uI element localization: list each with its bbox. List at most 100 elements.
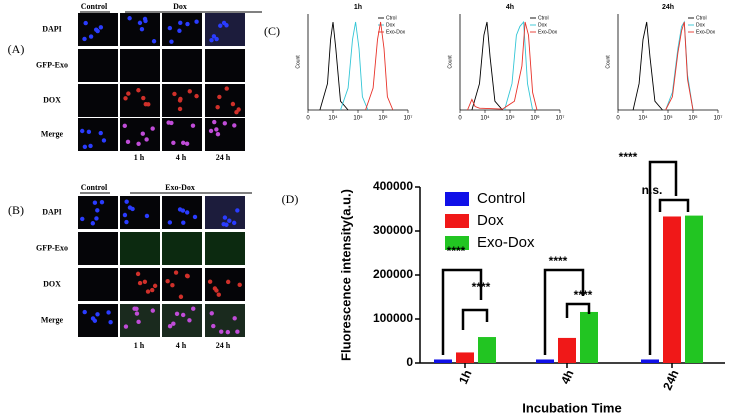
row-label: DOX [43, 95, 61, 104]
y-tick-label: 300000 [373, 223, 413, 237]
y-tick-label: 200000 [373, 267, 413, 281]
row-label: DAPI [42, 207, 62, 216]
cell-nucleus [191, 306, 196, 311]
legend-label: Dox [696, 22, 705, 28]
column-label: 24 h [216, 153, 231, 162]
legend-label: Ctrol [696, 15, 707, 21]
cell-nucleus [181, 220, 186, 225]
cell-nucleus [215, 104, 220, 110]
bar [685, 215, 703, 363]
column-header: Exo-Dox [165, 183, 195, 192]
significance-bracket [565, 302, 591, 318]
significance-bracket [543, 268, 585, 355]
cell-nucleus [122, 212, 128, 218]
chart-title: 24h [662, 4, 674, 11]
cell-nucleus [172, 91, 177, 97]
cell-nucleus [171, 140, 176, 145]
cell-nucleus [218, 23, 223, 28]
cell-nucleus [101, 138, 107, 143]
micrograph [205, 49, 245, 82]
cell-nucleus [137, 20, 143, 26]
cell-nucleus [224, 222, 229, 227]
cell-nucleus [173, 270, 179, 275]
cell-nucleus [124, 219, 129, 225]
cell-nucleus [90, 221, 96, 226]
micrograph [78, 268, 118, 301]
cell-nucleus [177, 28, 182, 33]
legend-swatch [445, 192, 469, 206]
micrograph [78, 84, 118, 117]
cell-nucleus [137, 280, 143, 286]
cell-nucleus [180, 312, 186, 318]
cell-nucleus [122, 123, 127, 129]
bar [663, 216, 681, 363]
cell-nucleus [98, 130, 103, 136]
cell-nucleus [166, 120, 171, 125]
cell-nucleus [134, 311, 140, 316]
cell-nucleus [80, 128, 85, 134]
cell-nucleus [135, 271, 141, 277]
legend-label: Ctrol [538, 15, 549, 21]
bar [456, 352, 474, 363]
cell-nucleus [167, 324, 173, 329]
y-axis-label: Count [295, 55, 301, 69]
significance-bracket [658, 198, 690, 212]
x-tick-label: 10⁶ [530, 115, 540, 122]
cell-nucleus [190, 123, 196, 128]
cell-nucleus [152, 283, 158, 289]
cell-nucleus [144, 213, 150, 219]
cell-nucleus [180, 140, 186, 145]
cell-nucleus [209, 311, 214, 316]
row-label: Merge [41, 315, 64, 324]
cell-nucleus [222, 121, 228, 126]
legend-label: Ctrol [386, 15, 397, 21]
x-tick-label: 0 [458, 116, 462, 122]
cell-nucleus [187, 89, 192, 94]
cell-nucleus [123, 324, 129, 329]
cell-nucleus [150, 126, 155, 131]
bar [558, 337, 576, 363]
panel-label: (B) [8, 203, 24, 217]
cell-nucleus [167, 25, 173, 31]
x-tick-label: 10⁵ [505, 115, 515, 122]
x-tick-label: 10⁶ [378, 115, 388, 122]
cell-nucleus [94, 216, 99, 221]
cell-nucleus [194, 19, 199, 24]
cell-nucleus [216, 292, 221, 297]
cell-nucleus [80, 216, 85, 222]
significance-label: **** [549, 254, 568, 268]
bar [641, 359, 659, 363]
cell-nucleus [88, 143, 93, 149]
cell-nucleus [230, 101, 236, 107]
x-tick-label: 10⁴ [638, 115, 648, 122]
legend-label: Exo-Dox [696, 29, 716, 35]
column-label: 4 h [176, 153, 187, 162]
x-tick-label: 10⁷ [556, 115, 565, 122]
significance-bracket [441, 268, 483, 355]
cell-nucleus [219, 329, 224, 334]
micrograph [162, 304, 202, 337]
cell-nucleus [83, 20, 88, 26]
x-tick-label: 10⁶ [688, 115, 698, 122]
cell-nucleus [194, 93, 199, 99]
cell-nucleus [174, 311, 180, 316]
panel-label: (A) [8, 42, 25, 56]
row-label: GFP-Exo [36, 243, 68, 252]
cell-nucleus [180, 208, 186, 213]
cell-nucleus [126, 91, 131, 96]
bar [478, 337, 496, 363]
cell-nucleus [178, 20, 183, 26]
x-axis-label: Incubation Time [522, 400, 621, 415]
y-tick-label: 0 [406, 355, 413, 369]
cell-nucleus [141, 95, 146, 101]
x-tick-label: 10⁷ [714, 115, 723, 122]
histogram-line [632, 21, 663, 111]
cell-nucleus [108, 320, 113, 325]
significance-label: **** [472, 280, 491, 294]
cell-nucleus [93, 27, 99, 32]
cell-nucleus [167, 220, 173, 225]
micrograph [120, 232, 160, 265]
legend-label: Exo-Dox [386, 29, 406, 35]
micrograph [162, 13, 202, 46]
